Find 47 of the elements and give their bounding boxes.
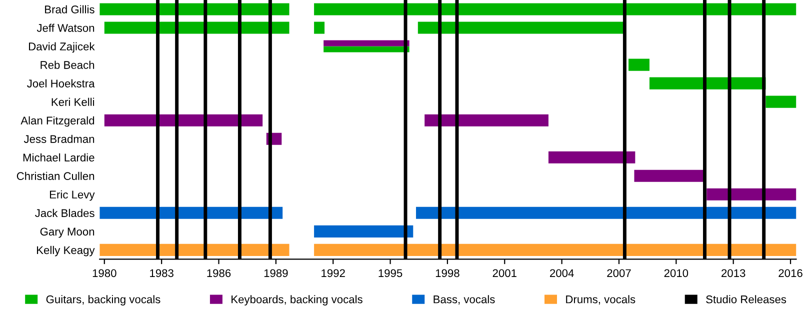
legend-label: Keyboards, backing vocals — [232, 295, 362, 306]
legend-label: Bass, vocals — [434, 295, 495, 305]
y-tick-label: Reb Beach — [40, 60, 94, 69]
bar — [634, 170, 705, 182]
bar — [104, 22, 290, 34]
bar — [706, 188, 796, 200]
x-tick-label: 1980 — [92, 269, 116, 278]
legend-label: Guitars, backing vocals — [46, 295, 160, 306]
bar — [416, 206, 796, 219]
x-tick-label: 1998 — [436, 269, 460, 278]
bar — [314, 225, 414, 238]
x-tick-label: 2001 — [492, 269, 516, 278]
legend-label: Studio Releases — [706, 295, 786, 304]
bar — [100, 3, 290, 16]
y-tick-label: Christian Cullen — [16, 172, 94, 180]
y-tick-label: Eric Levy — [50, 190, 95, 201]
x-tick-label: 1989 — [264, 269, 288, 278]
x-tick-label: 1992 — [322, 269, 345, 278]
x-tick-label: 2013 — [722, 269, 746, 278]
x-tick-label: 2010 — [664, 269, 688, 278]
bar — [548, 151, 636, 164]
x-tick-label: 1986 — [207, 269, 231, 278]
y-tick-label: Jess Bradman — [24, 134, 94, 143]
x-tick-label: 1995 — [378, 269, 402, 278]
bar — [628, 58, 650, 71]
bar — [766, 96, 796, 108]
y-tick-label: Alan Fitzgerald — [20, 116, 94, 127]
bar — [418, 22, 625, 34]
y-tick-label: Jack Blades — [35, 208, 94, 218]
bar — [314, 22, 325, 34]
x-tick-label: 2007 — [607, 269, 631, 278]
y-tick-label: Keri Kelli — [52, 98, 94, 106]
bar — [104, 114, 263, 126]
y-tick-label: Gary Moon — [40, 228, 94, 238]
bar — [424, 114, 548, 126]
y-tick-label: Joel Hoekstra — [27, 79, 95, 88]
y-tick-label: Brad Gillis — [45, 5, 94, 14]
x-tick-label: 1983 — [150, 269, 174, 278]
y-tick-label: David Zajicek — [28, 42, 95, 53]
y-tick-label: Kelly Keagy — [37, 246, 95, 256]
bar — [100, 244, 290, 256]
bar — [314, 3, 796, 16]
x-tick-label: 2004 — [550, 269, 574, 278]
x-tick-label: 2016 — [778, 269, 802, 278]
y-tick-label: Jeff Watson — [36, 24, 94, 32]
legend-label: Drums, vocals — [566, 295, 636, 305]
y-tick-label: Michael Lardie — [23, 153, 94, 162]
